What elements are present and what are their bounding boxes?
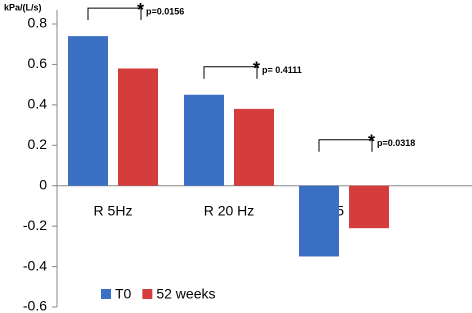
bar [68, 36, 108, 186]
significance-bracket [203, 66, 258, 79]
p-value: p=0.0156 [146, 7, 184, 17]
y-tick-label: 0.6 [28, 55, 48, 71]
y-tick-label: 0.4 [28, 96, 48, 112]
significance-star: * [137, 0, 144, 20]
bar [184, 94, 224, 186]
y-tick-label: -0.4 [23, 257, 47, 273]
legend-label: 52 weeks [156, 286, 215, 302]
x-tick-label: R 5Hz [94, 202, 133, 218]
y-tick-label: 0.8 [28, 15, 48, 31]
p-value: p=0.0318 [377, 138, 415, 148]
y-tick-label: -0.2 [23, 217, 47, 233]
y-tick-label: 0.2 [28, 136, 48, 152]
significance-star: * [368, 131, 375, 151]
y-axis-label: kPa/(L/s) [4, 2, 42, 12]
bar [299, 185, 339, 257]
legend-label: T0 [115, 286, 132, 302]
significance-bracket [318, 139, 373, 152]
legend-swatch [101, 289, 111, 299]
bar [234, 108, 274, 186]
significance-bracket [87, 7, 142, 21]
bar [118, 68, 158, 186]
bar [349, 185, 389, 229]
y-tick-label: -0.6 [23, 298, 47, 313]
p-value: p= 0.4111 [262, 65, 302, 75]
legend-swatch [142, 289, 153, 299]
y-tick-label: 0 [39, 176, 47, 192]
significance-star: * [253, 59, 260, 79]
x-tick-label: R 20 Hz [204, 202, 255, 218]
